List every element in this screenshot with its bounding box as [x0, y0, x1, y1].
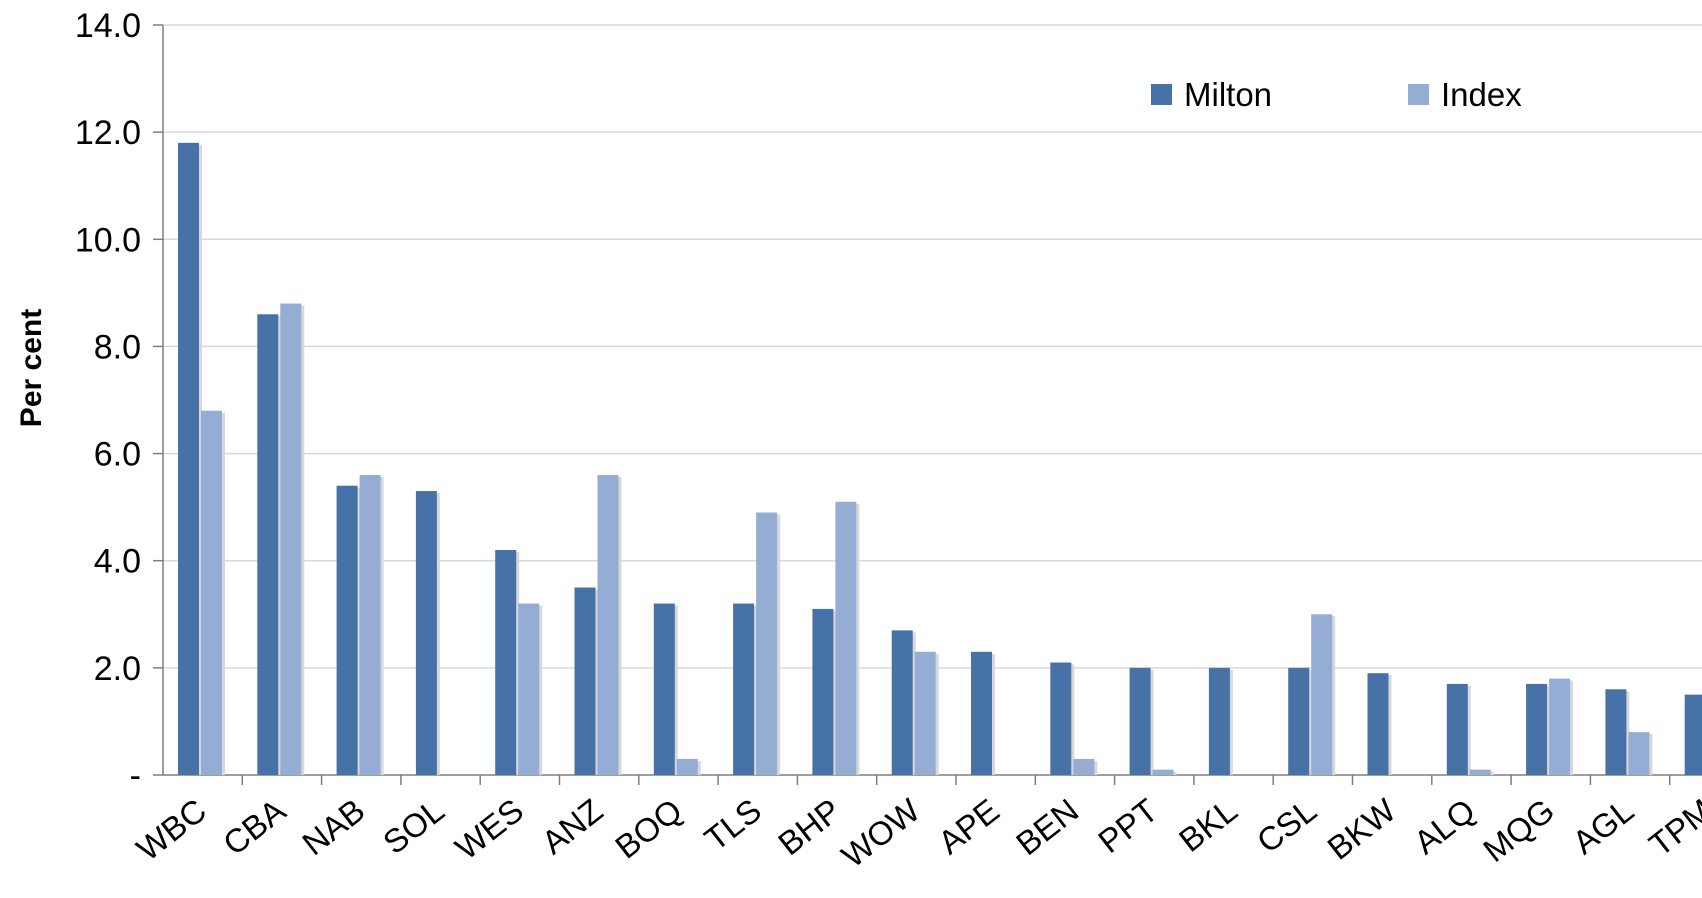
bar-milton-cba — [257, 314, 279, 775]
x-tick-label-bhp: BHP — [771, 791, 847, 862]
y-tick-label: 10.0 — [75, 221, 141, 259]
x-tick-label-bkw: BKW — [1320, 791, 1403, 867]
x-tick-label-ape: APE — [931, 791, 1006, 861]
bar-index-anz — [597, 475, 619, 775]
x-tick-label-ben: BEN — [1009, 791, 1085, 862]
legend-swatch-index — [1408, 84, 1429, 105]
bar-index-tls — [756, 512, 778, 775]
bar-milton-nab — [336, 485, 358, 775]
x-tick-label-wbc: WBC — [130, 791, 213, 868]
y-tick-label: 6.0 — [94, 436, 141, 474]
x-tick-label-boq: BOQ — [608, 791, 689, 865]
bar-milton-ben — [1050, 662, 1072, 775]
gridlines — [163, 24, 1702, 669]
bar-milton-sol — [415, 491, 437, 775]
bar-index-cba — [280, 303, 302, 775]
legend: Milton Index — [1151, 76, 1522, 113]
x-tick-label-alq: ALQ — [1407, 791, 1482, 861]
bar-milton-bhp — [812, 608, 834, 775]
legend-label-milton: Milton — [1184, 76, 1272, 113]
y-tick-label: 12.0 — [75, 114, 141, 152]
y-tick-label: - — [130, 757, 141, 795]
x-tick-label-tpm: TPM — [1642, 791, 1702, 863]
bar-milton-ape — [971, 651, 992, 775]
bar-milton-agl — [1605, 689, 1627, 775]
bar-milton-tls — [733, 603, 755, 775]
x-tick-label-ppt: PPT — [1091, 791, 1164, 860]
bar-index-wow — [914, 651, 936, 775]
bar-index-bhp — [835, 501, 857, 775]
bar-milton-boq — [653, 603, 675, 775]
y-tick-label: 14.0 — [75, 7, 141, 45]
x-tick-label-mqg: MQG — [1476, 791, 1561, 869]
x-tick-label-bkl: BKL — [1172, 791, 1244, 859]
legend-label-index: Index — [1441, 76, 1522, 113]
bar-index-ben — [1073, 758, 1095, 775]
x-tick-label-tls: TLS — [698, 791, 768, 857]
x-tick-label-wow: WOW — [835, 791, 928, 875]
bar-index-boq — [676, 758, 698, 775]
bar-index-csl — [1311, 614, 1333, 775]
y-tick-label: 4.0 — [94, 543, 141, 581]
bar-milton-csl — [1288, 667, 1310, 775]
bars — [178, 142, 1702, 775]
bar-milton-tpm — [1684, 694, 1702, 775]
legend-swatch-milton — [1151, 84, 1172, 105]
bar-milton-wes — [495, 550, 517, 775]
bar-milton-bkw — [1367, 673, 1389, 775]
bar-milton-wow — [891, 630, 913, 775]
x-tick-label-csl: CSL — [1250, 791, 1323, 860]
bar-index-ppt — [1152, 769, 1174, 775]
x-tick-label-anz: ANZ — [535, 791, 610, 861]
x-tick-label-nab: NAB — [295, 791, 371, 862]
bar-milton-bkl — [1208, 667, 1230, 775]
bar-milton-ppt — [1129, 667, 1151, 775]
x-tick-label-cba: CBA — [216, 791, 292, 862]
bar-milton-anz — [574, 587, 596, 775]
y-tick-label: 2.0 — [94, 650, 141, 688]
bar-milton-alq — [1446, 683, 1468, 775]
bar-index-agl — [1628, 732, 1650, 775]
bar-milton-wbc — [178, 142, 199, 775]
bar-index-alq — [1469, 769, 1491, 775]
bar-index-wes — [518, 603, 540, 775]
y-axis-title: Per cent — [15, 309, 48, 427]
x-tick-label-wes: WES — [448, 791, 530, 866]
bar-index-wbc — [201, 410, 222, 775]
x-tick-label-agl: AGL — [1566, 791, 1641, 861]
bar-index-mqg — [1549, 678, 1571, 775]
bar-milton-mqg — [1526, 683, 1548, 775]
bar-index-nab — [359, 475, 381, 775]
y-tick-label: 8.0 — [94, 328, 141, 366]
x-tick-label-sol: SOL — [376, 791, 451, 861]
